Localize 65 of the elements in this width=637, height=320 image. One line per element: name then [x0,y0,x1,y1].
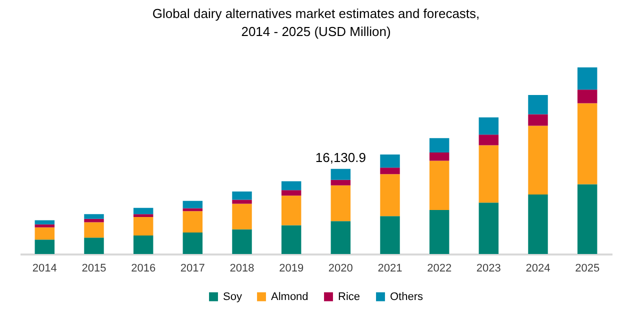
x-tick-label: 2022 [427,262,452,274]
bar [478,134,499,146]
annotation: 16,130.9 [315,150,366,165]
bar [330,221,351,254]
bar [478,145,499,203]
bar [232,191,252,200]
bar [577,90,598,104]
bar [528,95,548,114]
bar [528,126,548,194]
bar [429,138,450,152]
bar [133,217,154,236]
bar [577,184,598,254]
bar [84,238,104,254]
x-tick-label: 2020 [328,262,353,274]
bar [330,185,351,222]
x-tick-label: 2019 [279,262,304,274]
bar [34,220,55,224]
bar [34,240,55,254]
bar [478,117,499,135]
x-tick-label: 2021 [378,262,402,274]
bar [330,180,351,186]
bar [528,194,548,254]
x-tick-label: 2017 [180,262,205,274]
bar [429,152,450,161]
bar [232,204,252,230]
bar [133,208,154,214]
bar [84,222,104,238]
bar [232,200,252,204]
x-tick-label: 2024 [526,262,550,274]
bar [232,229,252,254]
bar [281,225,302,254]
x-tick-label: 2018 [230,262,254,274]
legend-label: Others [390,290,424,303]
bar [281,196,302,226]
bar [84,218,104,222]
x-tick-label: 2023 [476,262,501,274]
legend-label: Soy [223,290,242,303]
bar [182,211,203,233]
legend-label: Rice [338,290,360,303]
bar [182,200,203,208]
x-tick-label: 2014 [32,262,57,274]
bar [34,227,55,240]
bar [478,202,499,254]
x-tick-label: 2016 [131,262,156,274]
bar [281,190,302,196]
chart-title: Global dairy alternatives market estimates and forecasts, 2014 - 2025 (USD Million) [152,6,480,39]
legend-label: Almond [271,290,308,303]
x-tick-label: 2015 [82,262,106,274]
bar [84,214,104,219]
bar [330,168,351,180]
bar [380,216,400,254]
bar [380,174,400,216]
x-tick-label: 2025 [575,262,600,274]
bar [380,168,400,174]
bar [281,181,302,190]
bar [133,214,154,218]
bar [429,160,450,210]
bar [429,210,450,254]
bar [34,224,55,228]
bar [380,154,400,168]
bar [133,236,154,254]
bar [182,232,203,254]
bar [577,103,598,184]
bar [577,67,598,90]
bar [528,114,548,126]
